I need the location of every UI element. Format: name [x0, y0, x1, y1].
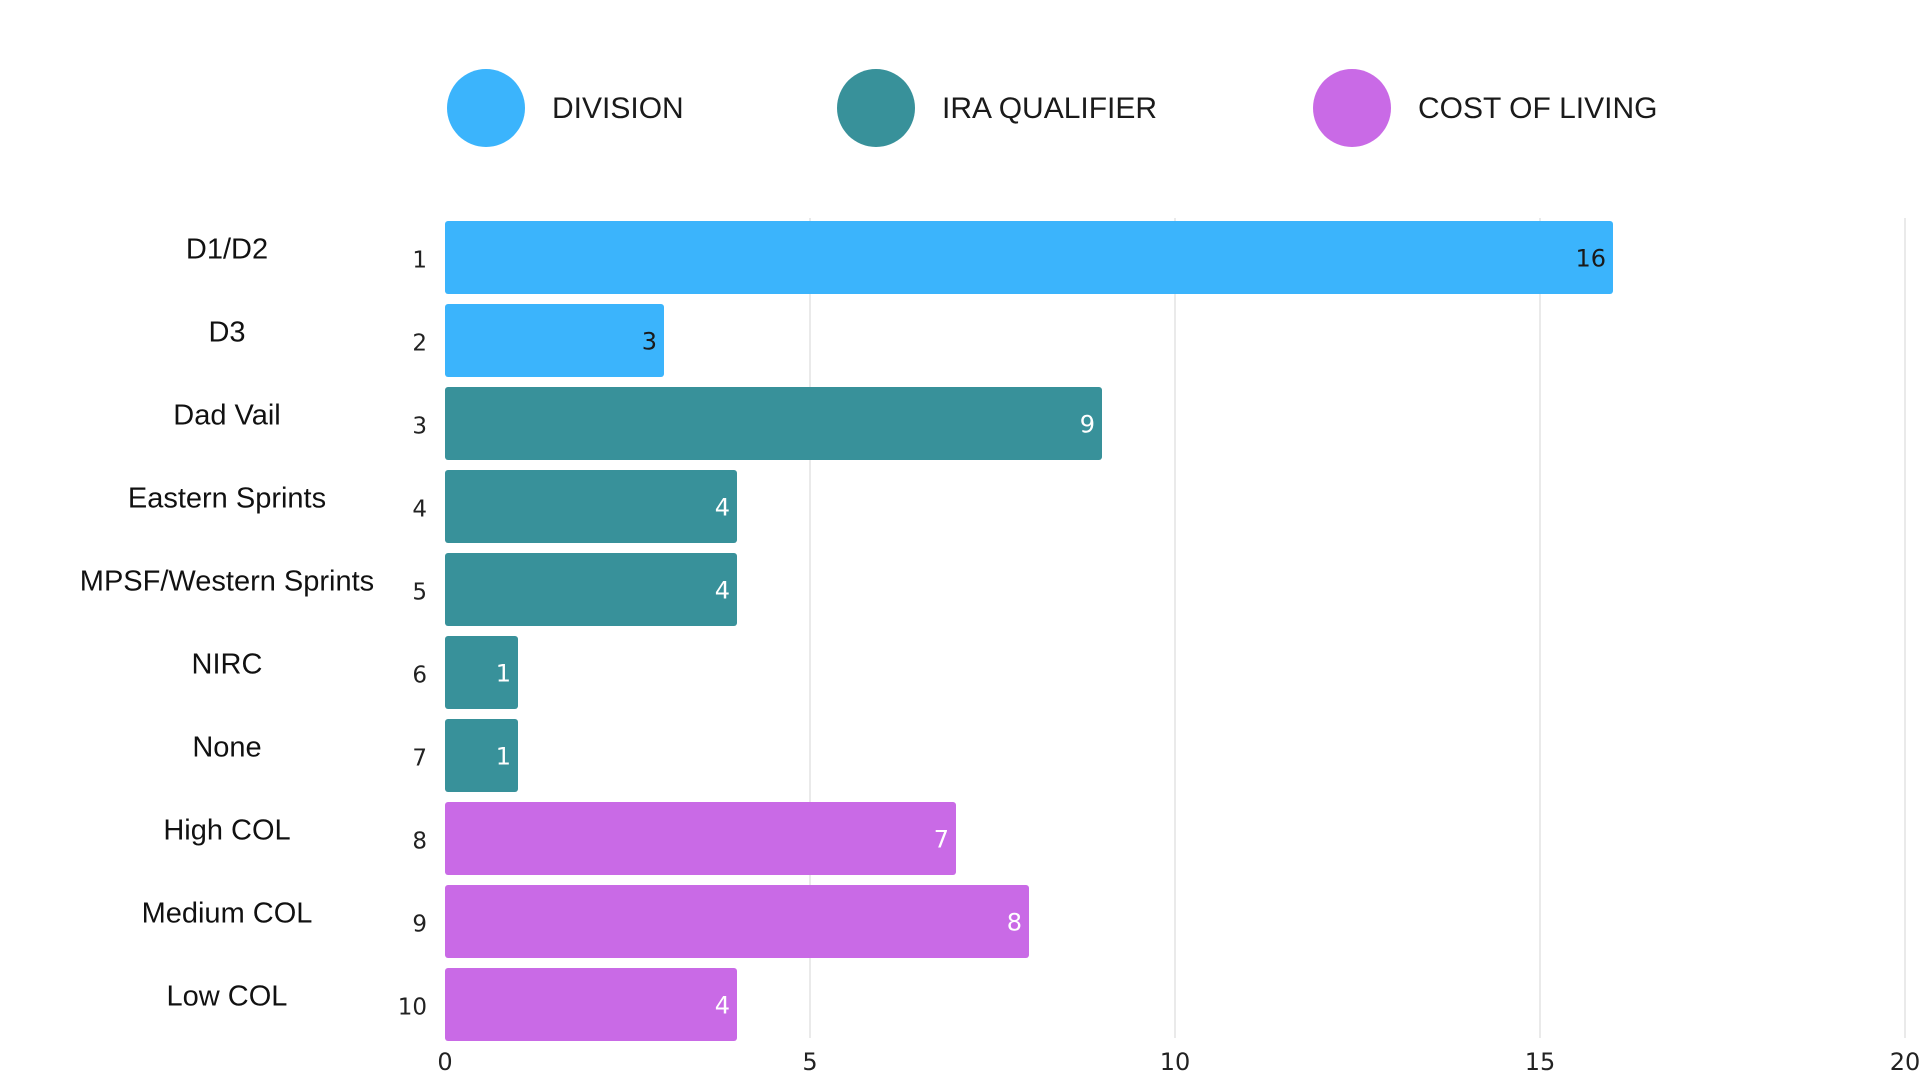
bar-d1-d2 — [445, 221, 1613, 294]
bar-eastern-sprints — [445, 470, 737, 543]
bar-nirc — [445, 636, 518, 709]
category-label-medium-col: Medium COL — [142, 898, 313, 930]
category-label-low-col: Low COL — [167, 981, 288, 1013]
data-label-dad-vail: 9 — [1080, 411, 1095, 439]
legend-label-cost-of-living: COST OF LIVING — [1418, 92, 1658, 125]
rank-label-dad-vail: 3 — [412, 414, 427, 440]
data-label-mpsf-western-sprints: 4 — [715, 577, 730, 605]
bar-medium-col — [445, 885, 1029, 958]
data-label-d1-d2: 16 — [1575, 245, 1606, 273]
bar-dad-vail — [445, 387, 1102, 460]
data-label-eastern-sprints: 4 — [715, 494, 730, 522]
x-tick-label-10: 10 — [1160, 1048, 1191, 1076]
rank-label-medium-col: 9 — [412, 912, 427, 938]
data-label-none: 1 — [496, 743, 511, 771]
rank-label-none: 7 — [412, 746, 427, 772]
bar-high-col — [445, 802, 956, 875]
rank-labels: 1 2 3 4 5 6 7 8 9 10 — [398, 248, 427, 1021]
category-label-dad-vail: Dad Vail — [173, 400, 280, 432]
data-label-d3: 3 — [642, 328, 657, 356]
category-label-d3: D3 — [208, 317, 245, 349]
bar-none — [445, 719, 518, 792]
legend: DIVISION IRA QUALIFIER COST OF LIVING — [447, 69, 1658, 147]
rank-label-low-col: 10 — [398, 995, 427, 1021]
x-tick-label-0: 0 — [437, 1048, 452, 1076]
category-label-none: None — [192, 732, 261, 764]
category-label-high-col: High COL — [163, 815, 290, 847]
category-label-nirc: NIRC — [192, 649, 263, 681]
bars — [445, 221, 1613, 1041]
legend-swatch-cost-of-living — [1313, 69, 1391, 147]
rank-label-mpsf-western-sprints: 5 — [412, 580, 427, 606]
rank-label-nirc: 6 — [412, 663, 427, 689]
category-label-eastern-sprints: Eastern Sprints — [128, 483, 326, 515]
category-label-mpsf-western-sprints: MPSF/Western Sprints — [80, 566, 374, 598]
data-labels: 16 3 9 4 4 1 1 7 8 4 — [496, 245, 1606, 1020]
bar-d3 — [445, 304, 664, 377]
bar-low-col — [445, 968, 737, 1041]
rank-label-high-col: 8 — [412, 829, 427, 855]
legend-label-division: DIVISION — [552, 92, 684, 125]
x-axis: 0 5 10 15 20 — [437, 1048, 1920, 1076]
legend-swatch-division — [447, 69, 525, 147]
data-label-low-col: 4 — [715, 992, 730, 1020]
category-label-d1-d2: D1/D2 — [186, 234, 268, 266]
x-tick-label-5: 5 — [802, 1048, 817, 1076]
rank-label-d1-d2: 1 — [412, 248, 427, 274]
x-tick-label-15: 15 — [1525, 1048, 1556, 1076]
data-label-nirc: 1 — [496, 660, 511, 688]
legend-label-ira-qualifier: IRA QUALIFIER — [942, 92, 1157, 125]
legend-swatch-ira-qualifier — [837, 69, 915, 147]
data-label-medium-col: 8 — [1007, 909, 1022, 937]
category-labels: D1/D2 D3 Dad Vail Eastern Sprints MPSF/Weste… — [80, 234, 374, 1013]
data-label-high-col: 7 — [934, 826, 949, 854]
rank-label-eastern-sprints: 4 — [412, 497, 427, 523]
bar-mpsf-western-sprints — [445, 553, 737, 626]
x-tick-label-20: 20 — [1890, 1048, 1920, 1076]
rank-label-d3: 2 — [412, 331, 427, 357]
